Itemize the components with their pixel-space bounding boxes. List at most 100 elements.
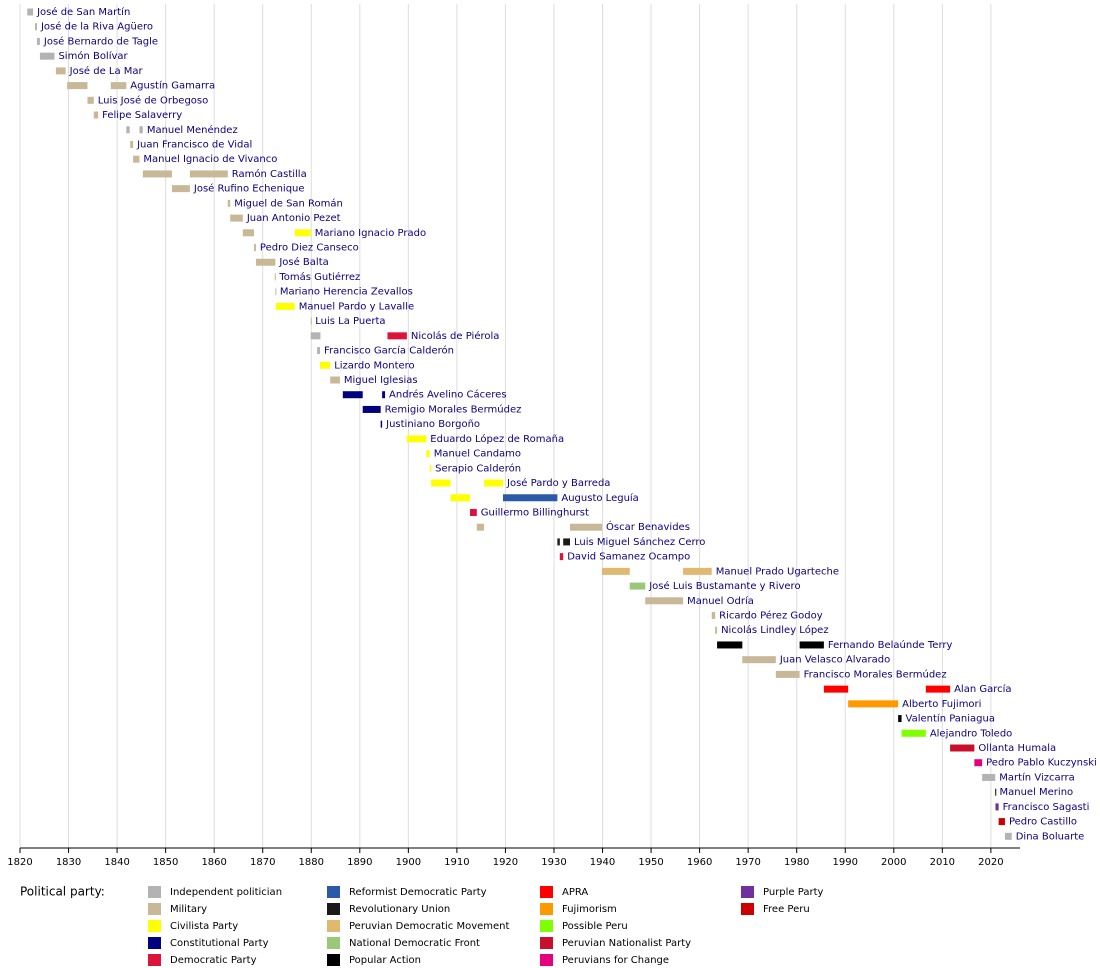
president-name: Luis José de Orbegoso <box>98 94 208 106</box>
x-tick-label: 1880 <box>299 857 324 868</box>
legend-swatch <box>540 937 553 949</box>
x-tick-label: 1860 <box>201 857 226 868</box>
term-bar <box>742 656 776 664</box>
legend-label: Constitutional Party <box>170 938 269 949</box>
term-bar <box>380 420 383 428</box>
term-bar <box>406 435 427 443</box>
president-name: Mariano Ignacio Prado <box>315 228 426 239</box>
x-tick-label: 1850 <box>153 857 178 868</box>
president-name: Ramón Castilla <box>232 168 307 180</box>
x-tick-label: 1970 <box>735 857 760 868</box>
legend-label: Fujimorism <box>562 904 617 915</box>
president-name: Manuel Merino <box>999 787 1073 798</box>
legend-label: Democratic Party <box>170 955 257 966</box>
legend-swatch <box>741 886 754 898</box>
legend-swatch <box>327 886 340 898</box>
legend-swatch <box>148 954 161 966</box>
term-bar <box>139 126 143 134</box>
x-tick-label: 1960 <box>687 857 712 868</box>
president-name: Justiniano Borgoño <box>385 419 480 430</box>
term-bar <box>320 361 331 369</box>
x-tick-label: 2010 <box>930 857 955 868</box>
president-name: José Rufino Echenique <box>193 183 305 195</box>
president-name: Pedro Pablo Kuczynski <box>986 758 1097 769</box>
president-name: Martín Vizcarra <box>999 771 1075 783</box>
legend-label: Free Peru <box>763 904 810 915</box>
term-bar <box>39 52 55 60</box>
term-bar <box>310 332 321 340</box>
president-name: Miguel de San Román <box>234 197 343 209</box>
term-bar <box>36 37 40 45</box>
term-bar <box>387 332 407 340</box>
legend-swatch <box>327 903 340 915</box>
term-bar <box>362 405 381 413</box>
legend-title: Political party: <box>20 885 105 899</box>
president-name: Francisco García Calderón <box>324 345 454 357</box>
legend-swatch <box>540 954 553 966</box>
term-bar <box>998 818 1005 826</box>
term-bar <box>1004 832 1012 840</box>
x-tick-label: 1990 <box>833 857 858 868</box>
president-name: Nicolás de Piérola <box>411 330 500 342</box>
president-name: Manuel Ignacio de Vivanco <box>143 154 277 165</box>
term-bar <box>133 155 140 163</box>
president-name: Juan Antonio Pezet <box>246 213 341 224</box>
term-bar <box>310 317 312 325</box>
term-bar <box>848 700 899 708</box>
president-name: Dina Boluarte <box>1016 831 1085 842</box>
x-tick-label: 2020 <box>978 857 1003 868</box>
president-name: Manuel Candamo <box>434 449 521 460</box>
term-bar <box>142 170 172 178</box>
president-name: David Samanez Ocampo <box>567 552 690 563</box>
legend-label: Civilista Party <box>170 921 238 932</box>
x-tick-label: 1980 <box>784 857 809 868</box>
president-name: Eduardo López de Romaña <box>430 433 564 445</box>
president-name: Juan Velasco Alvarado <box>779 655 890 666</box>
x-tick-label: 1920 <box>493 857 518 868</box>
president-name: Guillermo Billinghurst <box>481 507 589 518</box>
term-bar <box>426 450 430 458</box>
term-bar <box>799 641 824 649</box>
term-bar <box>995 803 999 811</box>
x-tick-label: 1940 <box>590 857 615 868</box>
term-bar <box>974 759 983 767</box>
term-bar <box>253 244 256 252</box>
president-name: José de La Mar <box>69 65 144 77</box>
president-name: Ollanta Humala <box>978 743 1056 754</box>
term-bar <box>431 479 451 487</box>
term-bar <box>55 67 66 75</box>
legend-swatch <box>540 903 553 915</box>
legend-label: Revolutionary Union <box>349 904 450 915</box>
president-name: Andrés Avelino Cáceres <box>389 389 507 401</box>
president-name: José Pardo y Barreda <box>506 477 610 489</box>
president-name: Remigio Morales Bermúdez <box>385 403 522 415</box>
x-tick-label: 2000 <box>881 857 906 868</box>
president-name: Serapio Calderón <box>435 462 521 474</box>
legend-label: Peruvians for Change <box>562 955 669 966</box>
x-tick-label: 1830 <box>56 857 81 868</box>
term-bar <box>35 23 37 31</box>
term-bar <box>87 96 94 104</box>
president-name: Manuel Pardo y Lavalle <box>299 301 414 312</box>
x-tick-label: 1900 <box>396 857 421 868</box>
legend-label: Military <box>170 904 207 915</box>
term-bar <box>717 641 743 649</box>
term-bar <box>683 567 712 575</box>
president-name: Felipe Salaverry <box>102 110 182 121</box>
term-bar <box>242 229 254 237</box>
term-bar <box>382 391 386 399</box>
term-bar <box>925 685 951 693</box>
president-name: Francisco Morales Bermúdez <box>804 668 947 680</box>
term-bar <box>67 82 88 90</box>
term-bar <box>629 582 646 590</box>
president-name: Pedro Castillo <box>1009 817 1077 828</box>
term-bar <box>255 258 276 266</box>
term-bar <box>476 523 485 531</box>
term-bar <box>450 494 470 502</box>
legend-label: Popular Action <box>349 955 421 966</box>
president-name: Fernando Belaúnde Terry <box>828 639 953 651</box>
term-bar <box>317 347 320 355</box>
president-name: Francisco Sagasti <box>1003 802 1090 813</box>
legend-swatch <box>148 937 161 949</box>
